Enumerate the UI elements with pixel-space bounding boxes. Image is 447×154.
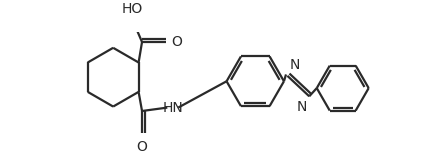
Text: N: N — [296, 100, 307, 114]
Text: HN: HN — [162, 101, 183, 115]
Text: O: O — [137, 140, 148, 154]
Text: HO: HO — [122, 2, 143, 16]
Text: N: N — [290, 58, 300, 72]
Text: O: O — [171, 35, 182, 49]
